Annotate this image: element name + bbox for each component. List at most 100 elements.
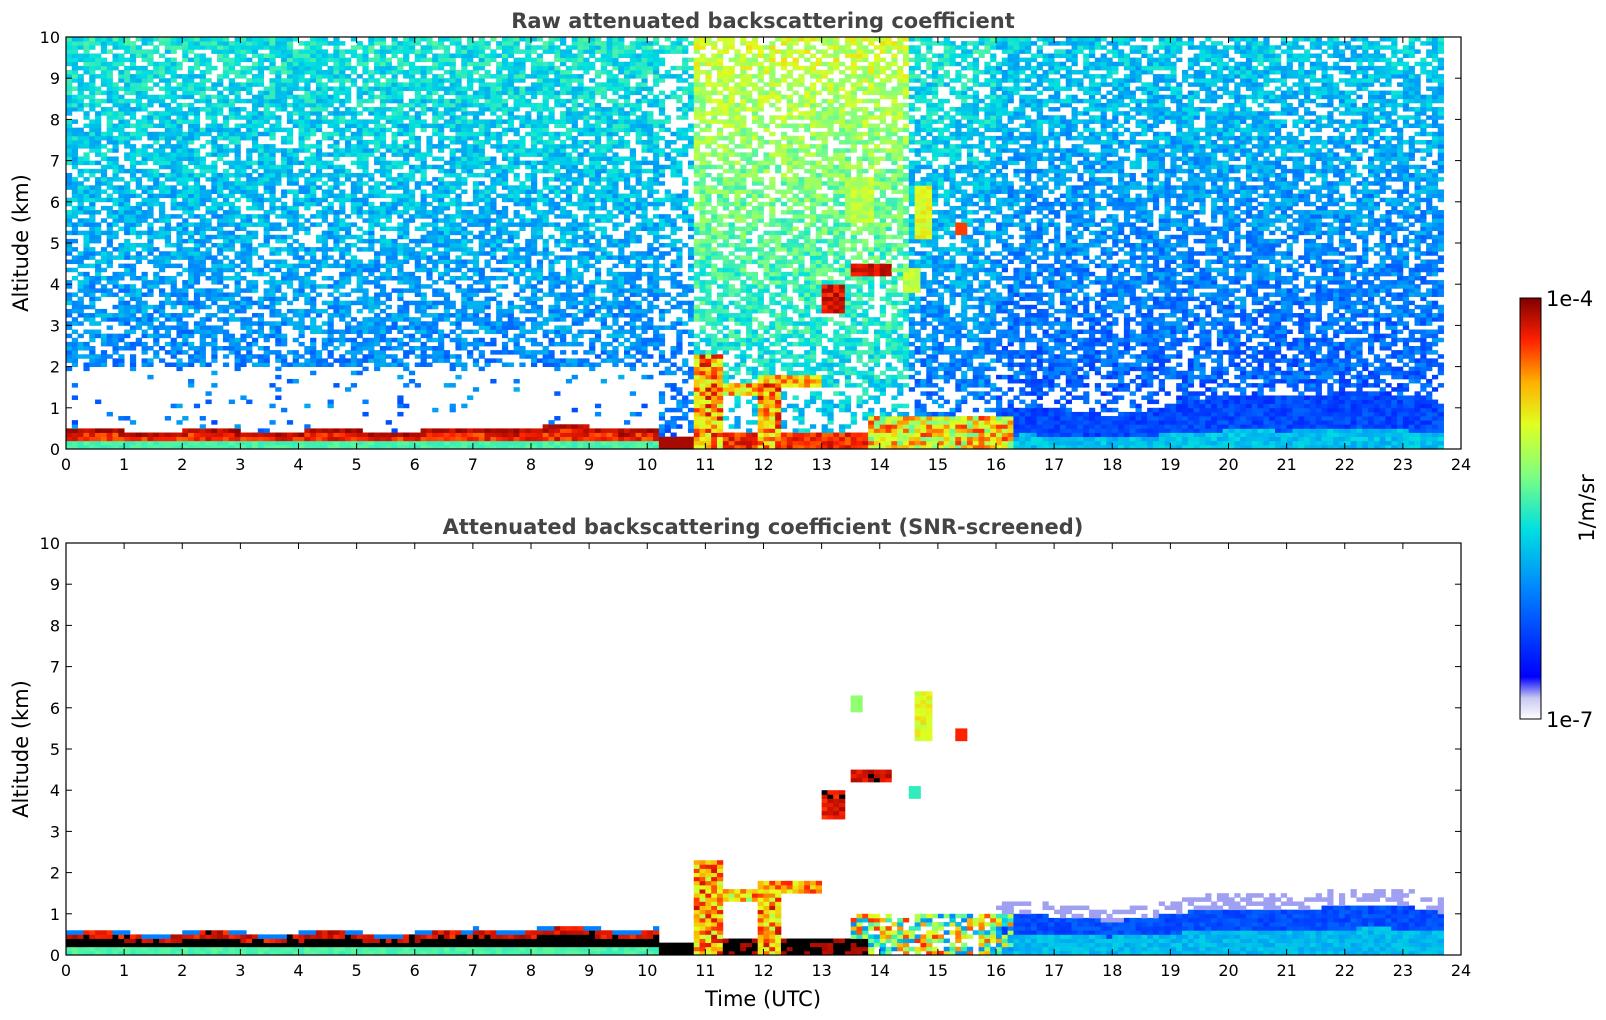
heatmap-cell bbox=[106, 148, 113, 153]
heatmap-cell bbox=[188, 102, 195, 108]
heatmap-cell bbox=[321, 53, 328, 58]
heatmap-cell bbox=[147, 49, 154, 54]
heatmap-cell bbox=[420, 107, 427, 112]
heatmap-cell bbox=[519, 185, 526, 190]
heatmap-cell bbox=[374, 69, 381, 75]
heatmap-cell bbox=[333, 300, 340, 306]
heatmap-cell bbox=[484, 341, 491, 347]
heatmap-cell bbox=[374, 267, 381, 273]
heatmap-cell bbox=[408, 271, 416, 277]
heatmap-cell bbox=[240, 267, 247, 273]
heatmap-cell bbox=[443, 201, 451, 207]
heatmap-cell bbox=[350, 358, 358, 363]
heatmap-cell bbox=[106, 135, 113, 141]
heatmap-cell bbox=[217, 144, 224, 149]
heatmap-cell bbox=[83, 304, 90, 310]
heatmap-cell bbox=[472, 189, 480, 194]
heatmap-cell bbox=[246, 135, 253, 141]
heatmap-cell bbox=[461, 90, 468, 96]
heatmap-cell bbox=[507, 74, 514, 79]
heatmap-cell bbox=[66, 181, 73, 186]
heatmap-cell bbox=[472, 432, 480, 438]
heatmap-cell bbox=[519, 181, 526, 186]
heatmap-cell bbox=[350, 255, 358, 260]
heatmap-cell bbox=[188, 78, 195, 83]
heatmap-cell bbox=[467, 172, 474, 178]
heatmap-cell bbox=[269, 53, 276, 58]
heatmap-cell bbox=[438, 82, 445, 87]
heatmap-cell bbox=[193, 189, 201, 194]
heatmap-cell bbox=[501, 119, 509, 124]
heatmap-cell bbox=[100, 255, 108, 260]
heatmap-cell bbox=[408, 378, 416, 384]
heatmap-cell bbox=[408, 148, 416, 153]
heatmap-cell bbox=[455, 226, 462, 232]
heatmap-cell bbox=[199, 354, 206, 359]
heatmap-cell bbox=[159, 259, 166, 264]
heatmap-cell bbox=[438, 444, 445, 450]
heatmap-cell bbox=[141, 432, 148, 438]
heatmap-cell bbox=[222, 214, 230, 219]
heatmap-cell bbox=[525, 115, 532, 120]
heatmap-cell bbox=[234, 111, 241, 116]
heatmap-cell bbox=[420, 78, 427, 83]
heatmap-cell bbox=[490, 181, 497, 186]
heatmap-cell bbox=[199, 259, 206, 264]
heatmap-cell bbox=[449, 428, 456, 433]
heatmap-cell bbox=[176, 329, 183, 335]
heatmap-cell bbox=[240, 53, 247, 58]
heatmap-cell bbox=[246, 358, 253, 363]
heatmap-cell bbox=[275, 354, 282, 359]
heatmap-cell bbox=[327, 74, 334, 79]
heatmap-cell bbox=[129, 304, 137, 310]
heatmap-cell bbox=[286, 210, 294, 215]
heatmap-cell bbox=[507, 86, 514, 91]
heatmap-cell bbox=[141, 172, 148, 178]
heatmap-cell bbox=[106, 90, 113, 96]
heatmap-cell bbox=[159, 358, 166, 363]
heatmap-cell bbox=[124, 214, 131, 219]
heatmap-cell bbox=[443, 226, 451, 232]
heatmap-cell bbox=[205, 275, 212, 281]
heatmap-cell bbox=[205, 115, 212, 120]
heatmap-cell bbox=[467, 440, 474, 446]
heatmap-cell bbox=[182, 193, 189, 199]
heatmap-cell bbox=[211, 370, 218, 376]
heatmap-cell bbox=[304, 362, 311, 367]
heatmap-cell bbox=[257, 115, 265, 120]
heatmap-cell bbox=[66, 74, 73, 79]
heatmap-cell bbox=[339, 313, 346, 318]
heatmap-cell bbox=[362, 140, 369, 145]
heatmap-cell bbox=[286, 300, 294, 306]
heatmap-cell bbox=[164, 69, 172, 75]
heatmap-cell bbox=[478, 440, 485, 446]
heatmap-cell bbox=[164, 280, 172, 285]
heatmap-cell bbox=[211, 119, 218, 124]
heatmap-cell bbox=[269, 275, 276, 281]
heatmap-cell bbox=[182, 86, 189, 91]
heatmap-cell bbox=[66, 37, 73, 42]
heatmap-cell bbox=[106, 107, 113, 112]
heatmap-cell bbox=[188, 152, 195, 157]
heatmap-cell bbox=[490, 243, 497, 248]
heatmap-cell bbox=[246, 300, 253, 306]
heatmap-cell bbox=[403, 172, 410, 178]
heatmap-cell bbox=[461, 214, 468, 219]
heatmap-cell bbox=[356, 102, 363, 108]
heatmap-cell bbox=[472, 94, 480, 100]
heatmap-cell bbox=[298, 107, 305, 112]
heatmap-cell bbox=[345, 329, 352, 335]
heatmap-cell bbox=[513, 317, 520, 322]
heatmap-cell bbox=[77, 156, 84, 161]
heatmap-cell bbox=[129, 444, 137, 450]
heatmap-cell bbox=[339, 49, 346, 54]
heatmap-cell bbox=[420, 325, 427, 330]
heatmap-cell bbox=[501, 181, 509, 186]
heatmap-cell bbox=[304, 313, 311, 318]
heatmap-cell bbox=[374, 107, 381, 112]
heatmap-cell bbox=[159, 135, 166, 141]
heatmap-cell bbox=[362, 168, 369, 174]
heatmap-cell bbox=[275, 74, 282, 79]
heatmap-cell bbox=[269, 304, 276, 310]
heatmap-cell bbox=[374, 86, 381, 91]
